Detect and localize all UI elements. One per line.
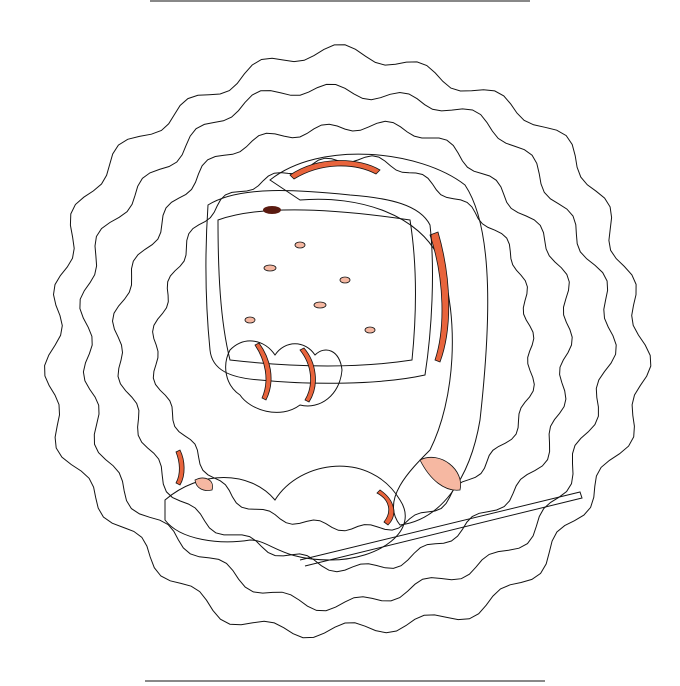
eye — [263, 206, 281, 214]
grain — [339, 276, 351, 284]
ring — [44, 44, 652, 639]
hands — [225, 340, 343, 413]
rice-block — [205, 190, 433, 384]
sushi — [164, 153, 583, 567]
shrimp-stripe — [289, 160, 381, 180]
grain — [313, 301, 327, 309]
grain — [364, 326, 376, 334]
ring — [111, 120, 573, 573]
rings — [44, 44, 652, 639]
rice-inner — [217, 209, 416, 367]
shrimp-stripe — [429, 231, 450, 363]
hand-accent — [299, 347, 316, 403]
chopstick — [299, 491, 583, 567]
base — [164, 465, 406, 561]
ring — [152, 155, 535, 532]
base-accent — [194, 477, 213, 491]
grain — [263, 264, 277, 272]
grain — [244, 316, 256, 324]
grain — [294, 241, 306, 249]
base-accent — [175, 449, 185, 486]
ring — [79, 83, 617, 612]
base-accent — [376, 489, 395, 526]
shrimp-tail — [419, 457, 462, 491]
hand-accent — [254, 342, 272, 401]
